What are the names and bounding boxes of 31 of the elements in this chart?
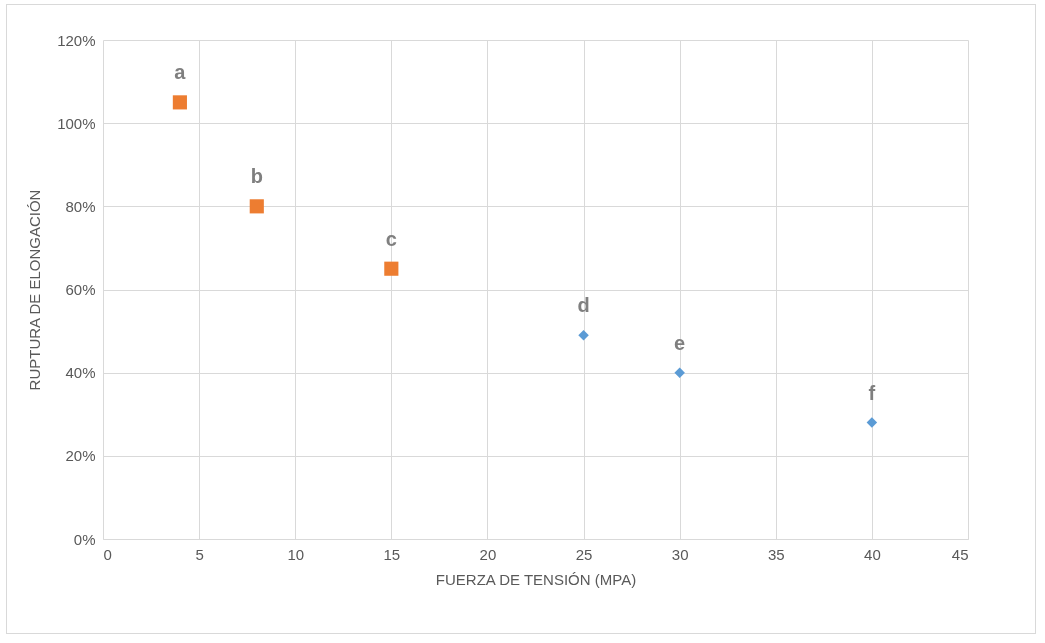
x-tick-label: 5 — [195, 545, 204, 563]
x-tick-label: 45 — [951, 545, 969, 563]
y-tick-label: 100% — [57, 114, 96, 132]
y-tick-label: 40% — [65, 364, 96, 382]
annotation: b — [250, 165, 263, 188]
y-tick-label: 0% — [73, 530, 96, 548]
x-axis-title: FUERZA DE TENSIÓN (MPA) — [435, 570, 637, 588]
annotation: c — [385, 227, 397, 250]
x-tick-label: 10 — [287, 545, 305, 563]
x-tick-label: 20 — [479, 545, 497, 563]
annotation: a — [174, 61, 187, 84]
x-tick-label: 0 — [103, 545, 112, 563]
x-tick-label: 15 — [383, 545, 401, 563]
annotation: d — [577, 294, 590, 317]
y-tick-label: 20% — [65, 447, 96, 465]
point — [172, 95, 187, 110]
y-tick-label: 60% — [65, 281, 96, 298]
y-tick-label: 120% — [57, 31, 96, 49]
y-axis-title: RUPTURA DE ELONGACIÓN — [26, 189, 44, 391]
y-tick-label: 80% — [65, 197, 96, 215]
x-tick-label: 25 — [575, 545, 593, 563]
annotation: e — [674, 331, 686, 354]
x-tick-label: 35 — [767, 545, 785, 563]
point — [578, 330, 589, 341]
annotation: f — [868, 381, 876, 404]
point — [249, 199, 264, 214]
point — [384, 261, 399, 276]
point — [674, 367, 685, 378]
point — [866, 417, 878, 428]
x-tick-label: 30 — [671, 545, 689, 563]
x-tick-label: 40 — [864, 545, 881, 563]
